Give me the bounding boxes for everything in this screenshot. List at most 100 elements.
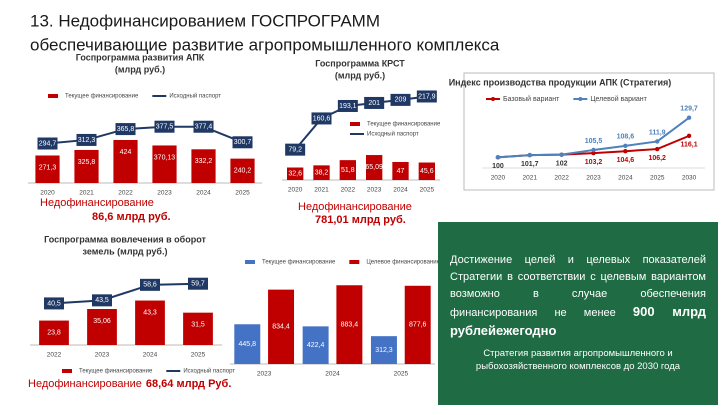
value-label: 40,5 (47, 300, 61, 307)
x-tick-label: 2023 (257, 371, 272, 378)
legend-label: Текущее финансирование (65, 94, 139, 100)
x-tick-label: 2025 (191, 352, 206, 359)
marker (495, 155, 501, 160)
bar (339, 160, 356, 180)
chart-title: Индекс производства продукции АПК (Страт… (449, 77, 672, 87)
label-box (390, 93, 411, 106)
marker (686, 133, 692, 139)
value-label: 38,2 (315, 170, 329, 177)
x-tick-label: 2021 (79, 190, 94, 197)
legend-label: Целевой вариант (590, 95, 647, 103)
value-label: 32,6 (288, 171, 302, 178)
value-label: 209 (395, 97, 407, 104)
label-box (44, 297, 64, 310)
x-tick-label: 2024 (196, 190, 211, 197)
bar (366, 155, 383, 180)
label-box (285, 143, 306, 156)
marker (623, 143, 628, 149)
value-label: 271,3 (39, 164, 57, 171)
value-label: 102 (556, 161, 568, 168)
value-label: 300,7 (234, 139, 252, 146)
bar (336, 285, 363, 364)
value-label: 240,2 (234, 167, 252, 174)
value-label: 424 (120, 149, 132, 156)
label-box (337, 99, 358, 112)
value-label: 65,09 (365, 164, 383, 171)
value-label: 59,7 (191, 281, 205, 288)
source: Стратегия развития агропромышленного и р… (475, 348, 681, 372)
marker (527, 152, 532, 158)
legend-label: Исходный паспорт (183, 368, 235, 375)
chart-title: (млрд руб.) (335, 70, 385, 80)
label-box (193, 120, 214, 133)
bar (392, 161, 409, 180)
conclusion-text: Достижение целей и целевых показателей С… (450, 252, 706, 341)
value-label: 422,4 (307, 342, 325, 349)
x-tick-label: 2021 (523, 175, 538, 182)
label-box (140, 278, 160, 291)
slide-title: обеспечивающие развитие агропромышленног… (30, 35, 500, 54)
bar (35, 155, 60, 183)
marker (591, 150, 596, 156)
value-label: 108,6 (617, 134, 635, 141)
label-box (364, 96, 385, 109)
legend-swatch (578, 97, 583, 101)
value-label: 104,6 (617, 157, 635, 164)
slide-title: 13. Недофинансированием ГОСПРОГРАММ (30, 11, 380, 30)
value-label: 201 (368, 100, 380, 107)
x-tick-label: 2023 (95, 352, 110, 359)
value-label: 58,6 (143, 282, 157, 289)
label-box (37, 137, 58, 150)
value-label: 332,2 (195, 158, 213, 165)
value-label: 31,5 (191, 322, 205, 329)
bar (87, 309, 117, 345)
label-box (92, 294, 112, 307)
conclusion-box: Достижение целей и целевых показателей С… (438, 222, 718, 405)
value-label: 129,7 (680, 106, 698, 113)
value-label: 877,6 (409, 322, 427, 329)
x-tick-label: 2025 (394, 371, 409, 378)
label-box (76, 133, 97, 146)
x-tick-label: 2024 (143, 352, 158, 359)
bar (152, 145, 177, 183)
x-tick-label: 2020 (288, 187, 303, 194)
x-tick-label: 2023 (157, 190, 172, 197)
value-label: 79,2 (288, 146, 302, 153)
value-label: 45,6 (420, 168, 434, 175)
annotation: Недофинансирование (40, 197, 154, 209)
value-label: 312,3 (78, 137, 96, 144)
legend-label: Текущее финансирование (79, 369, 153, 375)
legend-label: Целевое финансирование (366, 260, 440, 266)
marker (686, 115, 692, 120)
legend-label: Базовый вариант (503, 95, 560, 103)
annotation-amount: 86,6 млрд руб. (92, 211, 171, 223)
marker (591, 147, 596, 153)
legend-label: Текущее финансирование (262, 260, 336, 266)
legend-label: Исходный паспорт (169, 93, 221, 100)
value-label: 377,4 (195, 124, 213, 131)
marker (655, 139, 660, 144)
x-tick-label: 2023 (586, 175, 601, 182)
bar (74, 149, 99, 183)
chart-title: (млрд руб.) (115, 64, 165, 74)
legend-label: Текущее финансирование (367, 122, 441, 128)
chart-title: Госпрограмма развития АПК (76, 52, 205, 62)
value-label: 365,8 (117, 126, 135, 133)
legend-label: Исходный паспорт (367, 131, 419, 138)
label-box (154, 120, 175, 133)
x-tick-label: 2023 (367, 187, 382, 194)
bar (230, 158, 255, 183)
bar (113, 139, 138, 183)
label-box (416, 90, 437, 103)
value-label: 101,7 (521, 161, 539, 168)
value-label: 377,5 (156, 124, 174, 131)
x-tick-label: 2020 (491, 175, 506, 182)
x-tick-label: 2025 (420, 187, 435, 194)
value-label: 325,8 (78, 159, 96, 166)
label-box (311, 112, 332, 125)
value-label: 103,2 (585, 159, 603, 166)
legend-swatch (350, 122, 360, 126)
bar (234, 324, 261, 364)
bar (268, 289, 295, 364)
